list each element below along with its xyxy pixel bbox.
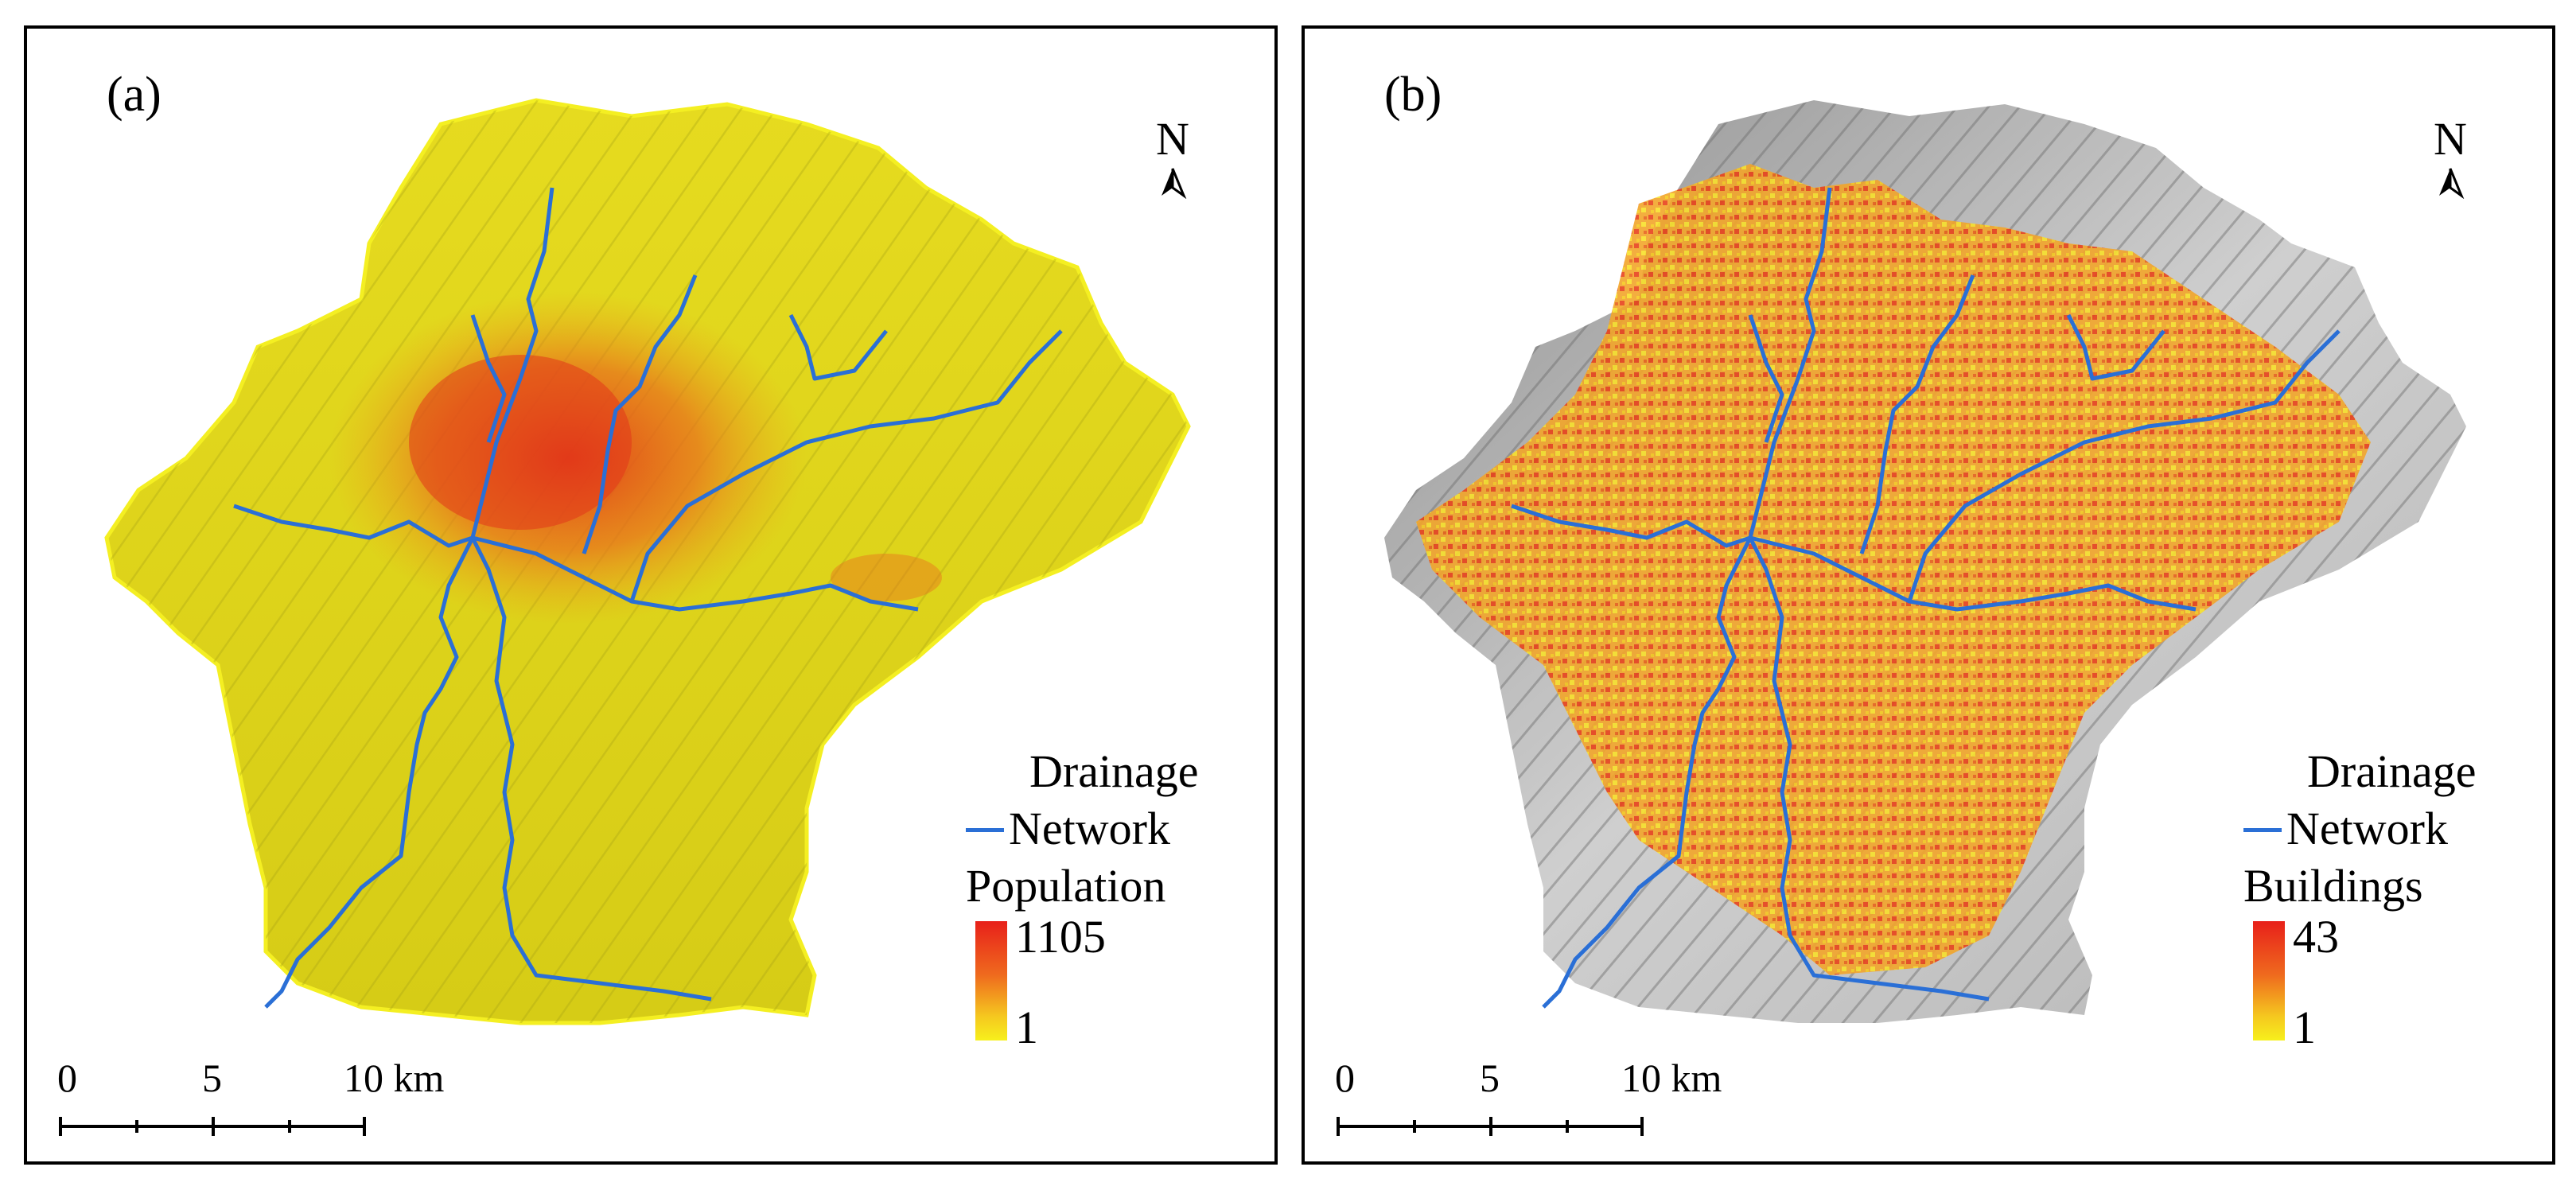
legend-ramp-max: 43 <box>2293 911 2339 963</box>
legend-line-title: Drainage <box>2307 745 2477 797</box>
north-label: N <box>2434 113 2467 165</box>
legend-ramp-min: 1 <box>1015 1002 1038 1053</box>
scale-label-10: 10 km <box>344 1056 445 1100</box>
scale-label-10: 10 km <box>1621 1056 1722 1100</box>
population-core <box>409 355 632 530</box>
color-ramp <box>2253 921 2285 1040</box>
legend-line-entry: Network <box>2243 802 2448 855</box>
scale-bar: 0 5 10 km <box>57 1055 444 1150</box>
scale-label-5: 5 <box>1480 1056 1500 1100</box>
north-arrow: N <box>1141 116 1204 199</box>
buildings-map <box>1384 100 2466 1023</box>
scale-label-5: 5 <box>202 1056 222 1100</box>
legend-line-label: Network <box>1009 803 1170 854</box>
north-label: N <box>1156 113 1189 165</box>
river-line-swatch <box>2243 828 2282 833</box>
scale-label-0: 0 <box>57 1056 77 1100</box>
drainage-network <box>1511 187 2341 1009</box>
north-arrow-icon <box>1162 168 1187 199</box>
legend-ramp-title: Buildings <box>2243 860 2423 912</box>
scale-bar: 0 5 10 km <box>1335 1055 1722 1150</box>
scale-bar-line <box>1337 1117 1644 1136</box>
color-ramp <box>975 921 1007 1040</box>
north-arrow: N <box>2418 116 2482 199</box>
scale-label-0: 0 <box>1335 1056 1355 1100</box>
river-line-swatch <box>966 828 1004 833</box>
scale-bar-line <box>59 1117 366 1136</box>
legend-ramp-title: Population <box>966 860 1166 912</box>
panel-label: (b) <box>1384 68 1442 122</box>
map-panel-b: (b) N Drainage Network Buildings 43 1 0 … <box>1302 25 2555 1165</box>
building-density <box>1416 164 2371 975</box>
legend-line-title: Drainage <box>1029 745 1199 797</box>
legend-ramp-max: 1105 <box>1015 911 1106 963</box>
population-map <box>104 98 1191 1025</box>
legend-ramp-min: 1 <box>2293 1002 2316 1053</box>
north-arrow-icon <box>2439 168 2465 199</box>
population-secondary <box>831 554 942 601</box>
drainage-network <box>233 187 1063 1009</box>
panel-label: (a) <box>107 68 161 122</box>
legend-line-entry: Network <box>966 802 1170 855</box>
map-panel-a: (a) N Drainage Network Population 1105 1… <box>24 25 1278 1165</box>
legend-line-label: Network <box>2286 803 2448 854</box>
